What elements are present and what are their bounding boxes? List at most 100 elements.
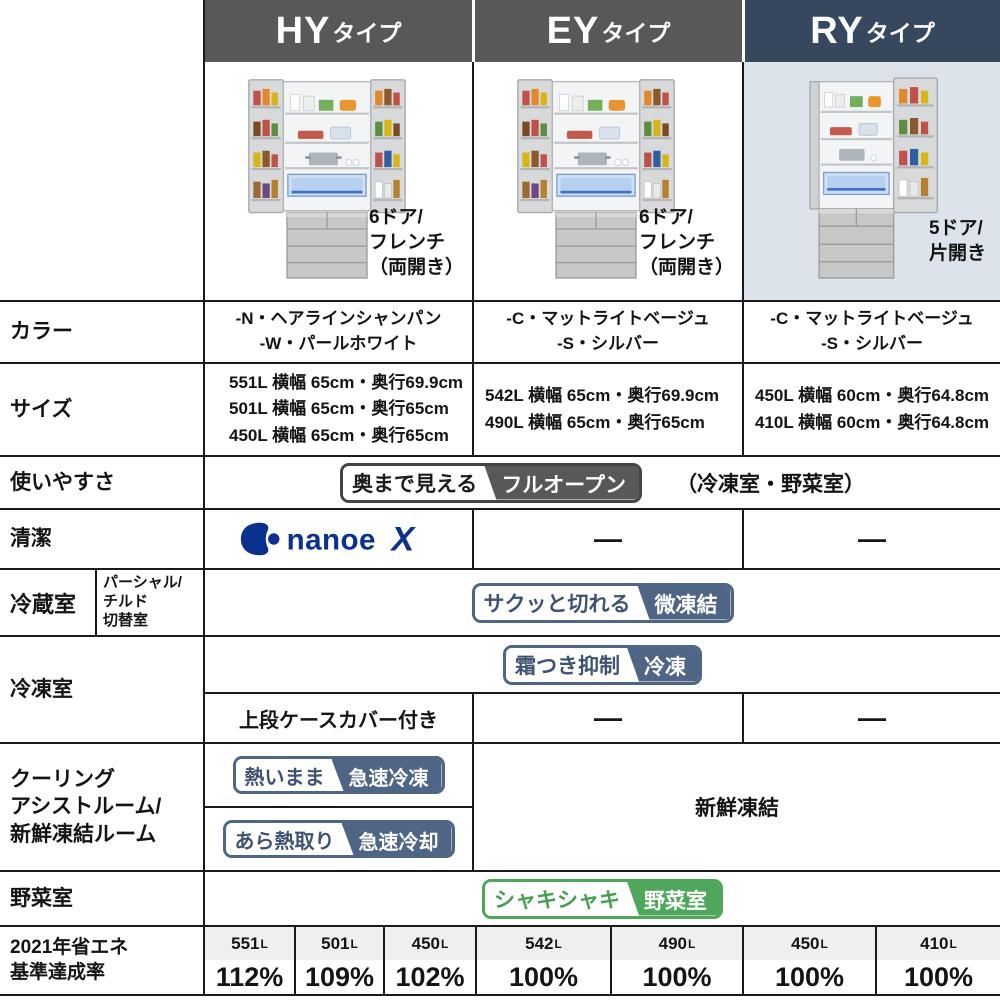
soft-freeze-badge: サクッと切れる 微凍結 — [471, 582, 734, 623]
size-line: 410L 横幅 60cm・奥行64.8cm — [755, 412, 990, 432]
door-caption-ry: 5ドア/ 片開き — [928, 217, 986, 264]
energy-cell: 501 L 109% — [294, 927, 383, 994]
size-line: 490L 横幅 65cm・奥行65cm — [485, 412, 705, 432]
frost-control-badge-right: 冷凍 — [627, 647, 699, 682]
type-name-ry: RY — [810, 9, 864, 52]
freezer-cells: 霜つき抑制 冷凍 上段ケースカバー付き — — — [203, 637, 1000, 742]
freezer-dash-ey: — — [472, 694, 742, 742]
energy-cell: 410 L 100% — [875, 927, 1000, 994]
capacity-value: 542 — [525, 933, 554, 953]
size-line: 542L 横幅 65cm・奥行69.9cm — [485, 386, 720, 406]
capacity-label: 450 L — [744, 927, 875, 960]
frost-control-badge: 霜つき抑制 冷凍 — [503, 644, 702, 685]
row-label-vegetable: 野菜室 — [10, 886, 73, 910]
energy-cell: 542 L 100% — [475, 927, 610, 994]
svg-text:X: X — [389, 520, 416, 558]
nanoe-x-logo: nanoe X — [205, 510, 472, 568]
size-line: 450L 横幅 60cm・奥行64.8cm — [755, 386, 990, 406]
energy-percent: 102% — [395, 961, 465, 992]
frost-control-badge-left: 霜つき抑制 — [506, 647, 630, 682]
row-label-size: サイズ — [10, 397, 73, 421]
full-open-badge: 奥まで見える フルオープン — [339, 462, 643, 503]
capacity-label: 490 L — [612, 927, 742, 960]
crisp-vegetable-badge: シャキシャキ 野菜室 — [482, 878, 723, 919]
header-spacer — [0, 0, 203, 62]
type-suffix-hy: タイプ — [332, 20, 402, 46]
capacity-value: 410 — [920, 933, 949, 953]
freezer-row: 冷凍室 霜つき抑制 冷凍 上段ケースカバー付き — — — [0, 635, 1000, 742]
freezer-feature-hy: 上段ケースカバー付き — [239, 709, 438, 732]
full-open-badge-right: フルオープン — [484, 465, 640, 500]
color-row: カラー -N・ヘアラインシャンパン -W・パールホワイト -C・マットライトベー… — [0, 300, 1000, 362]
energy-percent: 100% — [508, 961, 579, 992]
usability-note: （冷凍室・野菜室） — [676, 472, 866, 496]
capacity-unit: L — [441, 936, 449, 951]
usability-row: 使いやすさ 奥まで見える フルオープン （冷凍室・野菜室） — [0, 455, 1000, 508]
rapid-freeze-badge-left: 熱いまま — [235, 759, 335, 791]
rapid-freeze-badge-right: 急速冷凍 — [331, 759, 442, 791]
capacity-unit: L — [820, 936, 828, 951]
capacity-value: 490 — [658, 933, 688, 953]
capacity-value: 450 — [791, 933, 820, 953]
size-line: 450L 横幅 65cm・奥行65cm — [229, 425, 449, 445]
product-image-row: 6ドア/ フレンチ （両開き） — [0, 62, 1000, 300]
row-label-color: カラー — [10, 320, 73, 344]
fridge-image-ey — [517, 79, 675, 279]
row-label-cooling: クーリング アシストルーム/ 新鮮凍結ルーム — [10, 768, 162, 846]
row-label-usability: 使いやすさ — [10, 470, 115, 494]
row-label-energy: 2021年省エネ 基準達成率 — [10, 936, 129, 983]
size-value-hy: 551L 横幅 65cm・奥行69.9cm 501L 横幅 65cm・奥行65c… — [203, 364, 472, 455]
type-suffix-ry: タイプ — [865, 20, 935, 46]
svg-text:nanoe: nanoe — [286, 523, 375, 556]
capacity-unit: L — [554, 936, 562, 951]
cooling-row: クーリング アシストルーム/ 新鮮凍結ルーム 熱いまま 急速冷凍 あら熱取り 急… — [0, 742, 1000, 870]
freezer-dash-ry: — — [742, 694, 1000, 742]
energy-cell: 450 L 100% — [742, 927, 875, 994]
energy-percent: 100% — [903, 961, 974, 992]
size-row: サイズ 551L 横幅 65cm・奥行69.9cm 501L 横幅 65cm・奥… — [0, 362, 1000, 455]
capacity-label: 501 L — [296, 927, 383, 960]
size-value-ry: 450L 横幅 60cm・奥行64.8cm 410L 横幅 60cm・奥行64.… — [742, 364, 1000, 455]
fridge-image-hy — [248, 79, 406, 279]
fridge-row: 冷蔵室 パーシャル/ チルド 切替室 サクッと切れる 微凍結 — [0, 568, 1000, 635]
capacity-value: 501 — [321, 933, 350, 953]
fridge-image-ry — [809, 77, 938, 279]
fridge-badge-cell: サクッと切れる 微凍結 — [203, 570, 1000, 635]
clean-value-hy: nanoe X — [203, 510, 472, 568]
size-value-ey: 542L 横幅 65cm・奥行69.9cm 490L 横幅 65cm・奥行65c… — [472, 364, 742, 455]
capacity-label: 450 L — [385, 927, 475, 960]
fresh-freeze-cell: 新鮮凍結 — [472, 744, 1000, 870]
product-cell-ey: 6ドア/ フレンチ （両開き） — [472, 62, 742, 300]
cooling-cells-hy: 熱いまま 急速冷凍 あら熱取り 急速冷却 — [203, 744, 472, 870]
energy-percent: 109% — [304, 961, 375, 992]
clean-dash-ry: — — [742, 510, 1000, 568]
capacity-unit: L — [688, 936, 696, 951]
capacity-value: 551 — [231, 933, 260, 953]
product-cell-hy: 6ドア/ フレンチ （両開き） — [203, 62, 472, 300]
crisp-vegetable-badge-left: シャキシャキ — [485, 881, 630, 916]
type-suffix-ey: タイプ — [601, 20, 671, 46]
rapid-cool-badge: あら熱取り 急速冷却 — [222, 820, 455, 858]
header-row: HY タイプ EY タイプ RY タイプ — [0, 0, 1000, 62]
rapid-freeze-badge: 熱いまま 急速冷凍 — [232, 756, 445, 794]
capacity-label: 542 L — [477, 927, 610, 960]
rapid-cool-badge-right: 急速冷却 — [341, 823, 452, 855]
vegetable-row: 野菜室 シャキシャキ 野菜室 — [0, 870, 1000, 925]
freezer-subrow: 上段ケースカバー付き — — — [205, 692, 1000, 742]
crisp-vegetable-badge-right: 野菜室 — [627, 881, 720, 916]
capacity-label: 410 L — [877, 927, 1000, 960]
energy-cell: 490 L 100% — [610, 927, 742, 994]
energy-cell: 551 L 112% — [203, 927, 294, 994]
energy-percent: 100% — [774, 961, 845, 992]
color-value-ry: -C・マットライトベージュ -S・シルバー — [742, 302, 1000, 362]
soft-freeze-badge-left: サクッと切れる — [474, 585, 641, 620]
vegetable-badge-cell: シャキシャキ 野菜室 — [203, 872, 1000, 925]
type-name-hy: HY — [275, 9, 331, 52]
energy-percent: 100% — [642, 961, 712, 992]
type-header-ey: EY タイプ — [472, 0, 742, 62]
energy-percent: 112% — [215, 961, 284, 992]
rapid-freeze-cell: 熱いまま 急速冷凍 — [205, 744, 472, 806]
energy-row: 2021年省エネ 基準達成率 551 L 112% 501 L 109% 450 L … — [0, 925, 1000, 996]
row-label-clean: 清潔 — [10, 527, 52, 551]
color-value-ey: -C・マットライトベージュ -S・シルバー — [472, 302, 742, 362]
